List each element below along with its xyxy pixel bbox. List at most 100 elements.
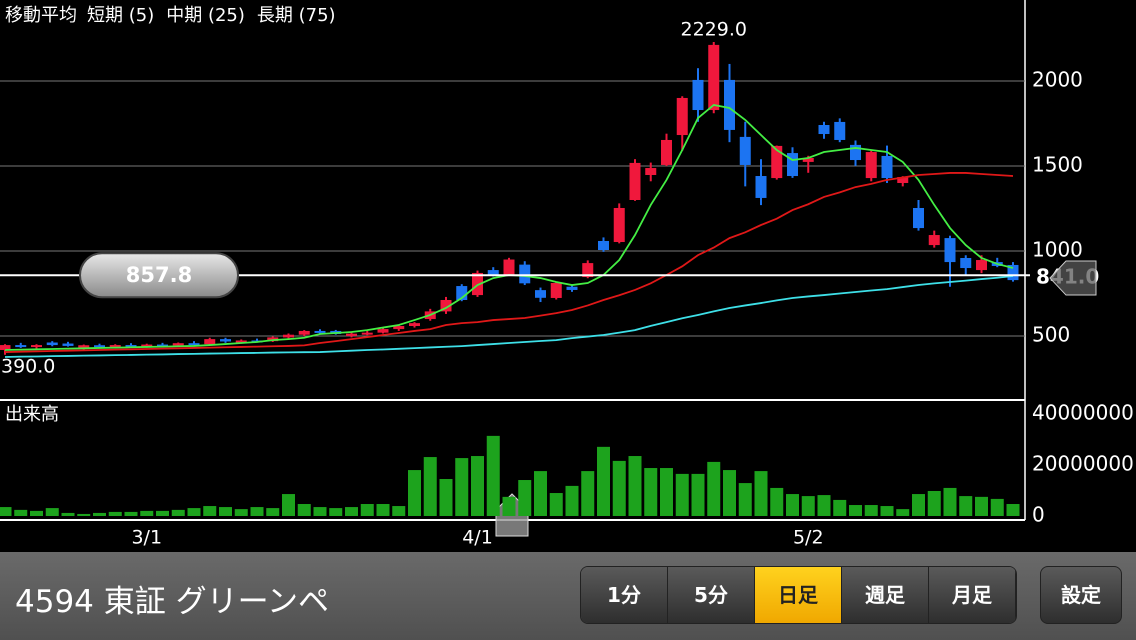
- candle-body: [771, 145, 783, 179]
- candle-body: [692, 79, 704, 111]
- settings-button[interactable]: 設定: [1040, 566, 1122, 624]
- x-tick-label: 3/1: [131, 527, 162, 549]
- volume-bar: [486, 435, 500, 516]
- period-button[interactable]: 日足: [755, 567, 842, 623]
- candle-body: [15, 345, 27, 348]
- candle-body: [487, 270, 499, 275]
- volume-bar: [896, 509, 910, 516]
- volume-bar: [439, 479, 453, 516]
- candle-body: [834, 121, 846, 140]
- volume-bar: [471, 456, 484, 516]
- volume-bar: [266, 508, 280, 516]
- volume-bar: [581, 471, 595, 516]
- candle-body: [1007, 264, 1019, 281]
- volume-bar: [140, 510, 154, 516]
- volume-bar: [691, 473, 705, 516]
- volume-bar: [502, 496, 516, 516]
- candle-body: [535, 290, 546, 298]
- candle-body: [46, 342, 58, 346]
- candle-body: [913, 207, 924, 229]
- y-tick-label: 0: [1032, 503, 1045, 527]
- volume-bar: [675, 473, 689, 516]
- volume-bar: [93, 512, 106, 516]
- y-tick-label: 1500: [1032, 152, 1083, 176]
- candle-body: [346, 333, 357, 337]
- volume-bar: [864, 505, 878, 516]
- candle-body: [94, 345, 105, 348]
- crosshair-pill: [79, 252, 239, 299]
- candle-body: [582, 263, 594, 278]
- candle-body: [125, 345, 137, 348]
- candle-body: [661, 139, 672, 165]
- volume-bar: [376, 504, 390, 516]
- candle-body: [31, 345, 42, 348]
- y-tick-label: 20000000: [1032, 451, 1134, 475]
- extreme-label: 2229.0: [681, 19, 747, 41]
- candle-body: [109, 345, 121, 348]
- candle-body: [802, 157, 814, 162]
- candle-body: [550, 282, 562, 298]
- volume-bar: [990, 498, 1004, 516]
- candle-body: [141, 344, 153, 347]
- candle-body: [220, 339, 231, 342]
- period-selector: 1分 5分 日足 週足 月足: [580, 566, 1017, 624]
- volume-bar: [849, 505, 862, 516]
- volume-bar: [833, 499, 847, 516]
- volume-bar: [660, 468, 673, 516]
- candle-body: [818, 125, 830, 135]
- volume-bar: [108, 511, 122, 516]
- volume-bar: [707, 461, 721, 516]
- extreme-label: 390.0: [1, 355, 55, 377]
- candle-body: [157, 344, 168, 347]
- period-button[interactable]: 5分: [668, 567, 755, 623]
- candle-body: [755, 176, 767, 198]
- candle-body: [314, 330, 326, 333]
- candle-body: [377, 329, 389, 333]
- candle-body: [629, 162, 641, 200]
- candle-body: [188, 343, 200, 346]
- candle-body: [598, 240, 609, 250]
- candle-body: [865, 152, 877, 179]
- candle-body: [960, 257, 972, 269]
- volume-bar: [597, 446, 610, 516]
- volume-bar: [329, 508, 343, 516]
- candle-body: [204, 339, 216, 345]
- toolbar: 4594 東証 グリーンペ 1分 5分 日足 週足 月足 設定: [0, 552, 1136, 640]
- volume-bar: [345, 507, 358, 516]
- volume-bar: [45, 508, 59, 516]
- legend-title: 移動平均: [5, 5, 77, 26]
- period-button[interactable]: 週足: [842, 567, 929, 623]
- volume-bar: [1006, 504, 1020, 516]
- candle-body: [472, 272, 483, 296]
- volume-bar: [959, 496, 973, 516]
- volume-title: 出来高: [5, 404, 59, 425]
- candle-body: [62, 343, 74, 346]
- volume-bar: [770, 487, 784, 516]
- volume-bar: [408, 470, 421, 516]
- candle-body: [944, 238, 956, 263]
- volume-bar: [534, 471, 547, 516]
- volume-bar: [14, 509, 28, 516]
- volume-bar: [171, 509, 185, 516]
- volume-bar: [219, 507, 232, 516]
- candle-body: [0, 345, 11, 350]
- y-tick-label: 40000000: [1032, 400, 1134, 424]
- candle-body: [613, 207, 625, 243]
- volume-bar: [282, 494, 295, 516]
- moving-average-line: [4, 172, 1014, 353]
- volume-bar: [423, 457, 437, 516]
- volume-bar: [927, 490, 941, 516]
- volume-bar: [723, 470, 736, 516]
- volume-bar: [392, 506, 406, 516]
- chart: 移動平均 出来高 500 1000 1500 2000 3/1 4/1 5/2 短期 (5) 中…: [0, 0, 1134, 549]
- x-tick-label: 5/2: [793, 527, 824, 549]
- candle-body: [393, 326, 405, 330]
- candle-body: [78, 345, 90, 348]
- candle-body: [235, 340, 247, 343]
- period-button[interactable]: 1分: [581, 567, 668, 623]
- period-button[interactable]: 月足: [929, 567, 1016, 623]
- volume-bar: [549, 493, 563, 516]
- candle-body: [172, 343, 184, 346]
- candle-body: [440, 300, 452, 312]
- volume-bar: [297, 504, 311, 516]
